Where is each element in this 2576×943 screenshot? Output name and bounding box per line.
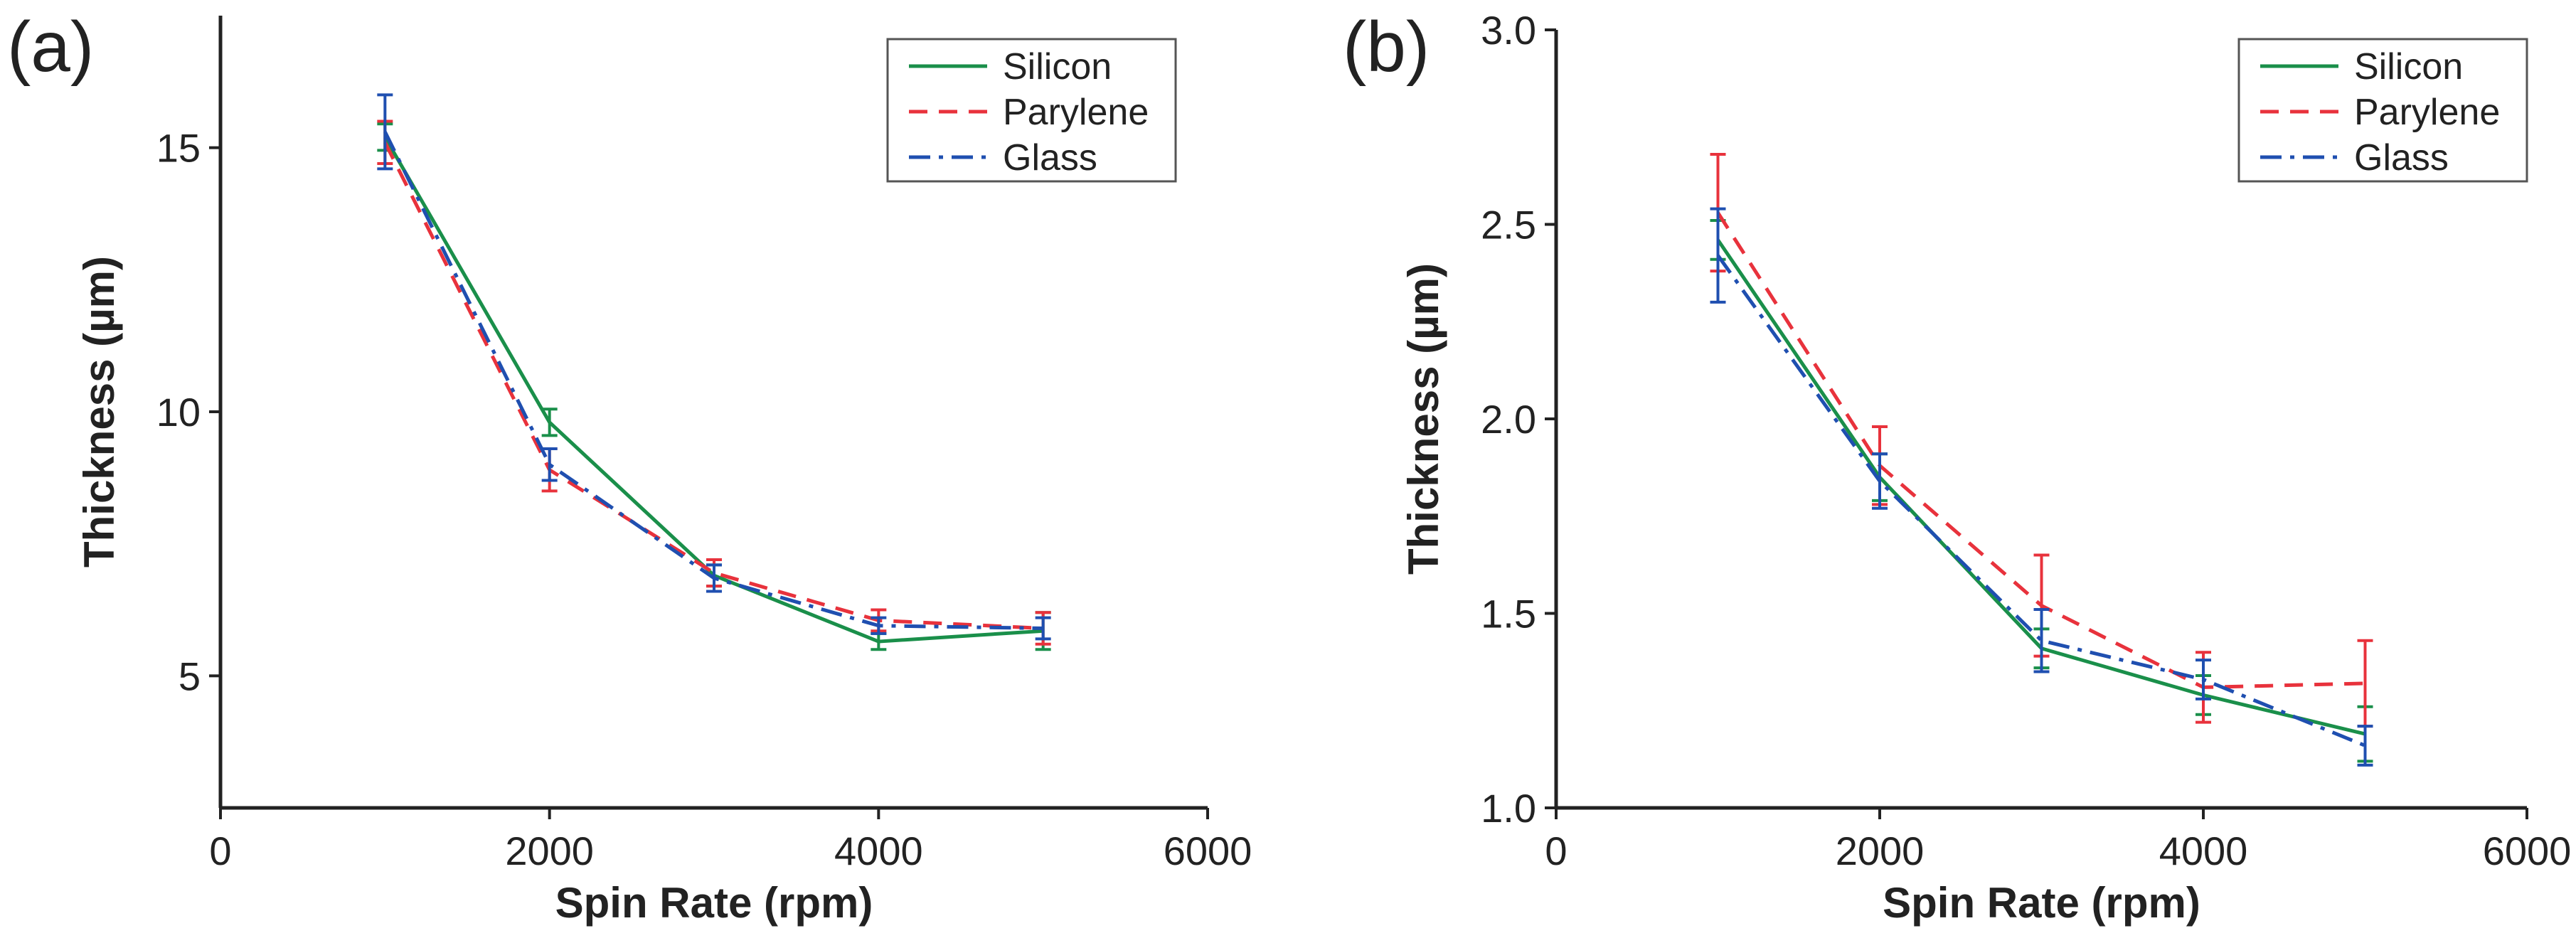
x-tick-label: 0: [1545, 829, 1567, 873]
series-line-glass: [1716, 254, 2366, 747]
error-bar: [2357, 725, 2373, 767]
error-bar: [1872, 452, 1888, 510]
error-bar: [2033, 608, 2050, 673]
x-tick-label: 4000: [2159, 829, 2248, 873]
x-tick-label: 0: [209, 829, 231, 873]
y-tick-label: 5: [179, 654, 201, 698]
y-axis-title: Thickness (µm): [1400, 263, 1447, 575]
series-line-glass: [383, 131, 1043, 630]
legend-label-silicon: Silicon: [1003, 46, 1112, 87]
error-bar: [1710, 207, 1726, 304]
x-tick-label: 2000: [1836, 829, 1925, 873]
series-glass: [1710, 207, 2373, 767]
legend-box: [886, 38, 1177, 183]
legend-label-silicon: Silicon: [2354, 46, 2463, 87]
panel-label: (b): [1343, 7, 1430, 87]
legend-box: [2237, 38, 2528, 183]
error-bar: [541, 447, 558, 482]
legend-label-parylene: Parylene: [2354, 92, 2500, 133]
error-bar: [706, 563, 722, 593]
error-bar: [377, 93, 393, 171]
x-axis-title: Spin Rate (rpm): [1883, 879, 2200, 927]
y-tick-label: 1.5: [1481, 592, 1536, 636]
series-silicon: [1710, 219, 2373, 763]
y-tick-label: 3.0: [1481, 8, 1536, 53]
x-tick-label: 2000: [505, 829, 594, 873]
y-tick-label: 2.0: [1481, 397, 1536, 442]
y-tick-label: 10: [156, 390, 201, 435]
error-bar: [541, 407, 558, 437]
panel-label: (a): [7, 7, 94, 87]
x-axis-title: Spin Rate (rpm): [555, 879, 873, 927]
x-tick-label: 4000: [834, 829, 923, 873]
x-tick-label: 6000: [2483, 829, 2572, 873]
series-line-parylene: [383, 142, 1043, 630]
legend-label-glass: Glass: [2354, 137, 2449, 179]
legend-label-glass: Glass: [1003, 137, 1097, 179]
y-tick-label: 1.0: [1481, 786, 1536, 831]
y-tick-label: 2.5: [1481, 203, 1536, 247]
error-bar: [871, 616, 887, 635]
error-bar: [1035, 616, 1051, 641]
x-tick-label: 6000: [1164, 829, 1252, 873]
error-bar: [2196, 659, 2211, 700]
y-axis-title: Thickness (µm): [75, 256, 123, 568]
series-glass: [377, 93, 1051, 641]
legend-label-parylene: Parylene: [1003, 92, 1149, 133]
y-tick-label: 15: [156, 126, 201, 171]
panel-a: (a) 5 10 15 0 2000 4000 6000 Spin Rate (rpm) Thic…: [7, 7, 1252, 927]
panel-b: (b) 1.0 1.5 2.0 2.5 3.0 0 2000 4000 6000 Spin Rate…: [1343, 7, 2571, 927]
